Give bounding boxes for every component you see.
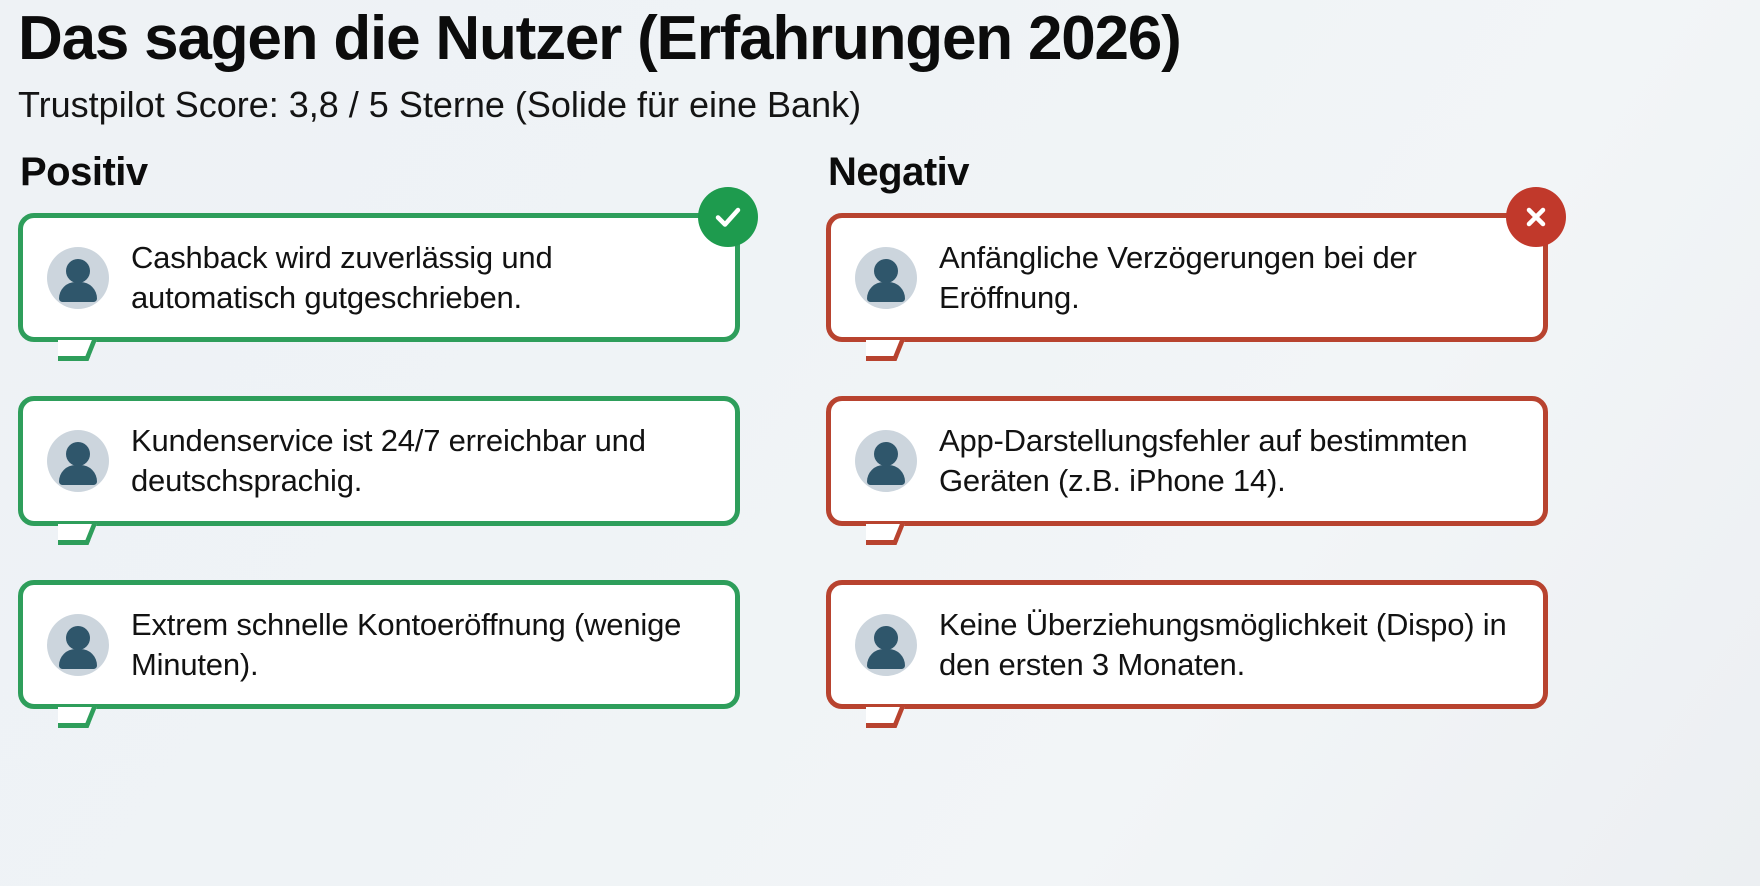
speech-tail <box>58 707 104 753</box>
page-subtitle: Trustpilot Score: 3,8 / 5 Sterne (Solide… <box>18 83 862 125</box>
page-title: Das sagen die Nutzer (Erfahrungen 2026) <box>18 4 1182 73</box>
review-text: Extrem schnelle Kontoeröffnung (wenige M… <box>131 606 682 682</box>
list-item: Kundenservice ist 24/7 erreichbar und de… <box>18 396 740 526</box>
list-item: Cashback wird zuverlässig und automatisc… <box>18 213 740 343</box>
user-avatar-icon <box>47 613 109 676</box>
review-card-wrapper: Cashback wird zuverlässig und automatisc… <box>18 187 758 343</box>
list-item: Anfängliche Verzögerungen bei der Eröffn… <box>826 213 1548 343</box>
user-avatar-icon <box>47 430 109 493</box>
review-text: App-Darstellungsfehler auf bestimmten Ge… <box>939 423 1468 499</box>
speech-tail <box>58 524 104 570</box>
column-heading-positive: Positiv <box>20 150 148 195</box>
review-text: Keine Überziehungsmöglichkeit (Dispo) in… <box>939 606 1507 682</box>
review-card-wrapper: Anfängliche Verzögerungen bei der Eröffn… <box>826 187 1566 343</box>
speech-tail <box>866 524 912 570</box>
list-item: App-Darstellungsfehler auf bestimmten Ge… <box>826 396 1548 526</box>
header: Das sagen die Nutzer (Erfahrungen 2026) … <box>18 0 1742 126</box>
list-item: Keine Überziehungsmöglichkeit (Dispo) in… <box>826 579 1548 710</box>
review-card-wrapper: Kundenservice ist 24/7 erreichbar und de… <box>18 396 740 526</box>
review-text: Anfängliche Verzögerungen bei der Eröffn… <box>939 240 1417 315</box>
speech-tail <box>58 340 104 386</box>
column-heading-negative: Negativ <box>828 150 970 195</box>
columns-container: Positiv Cashback wird zuverlässig und au… <box>18 150 1742 763</box>
review-text: Kundenservice ist 24/7 erreichbar und de… <box>131 423 646 499</box>
speech-tail <box>866 707 912 753</box>
user-avatar-icon <box>855 613 917 676</box>
review-card-wrapper: Extrem schnelle Kontoeröffnung (wenige M… <box>18 579 740 710</box>
list-item: Extrem schnelle Kontoeröffnung (wenige M… <box>18 579 740 710</box>
review-text: Cashback wird zuverlässig und automatisc… <box>131 240 553 315</box>
column-positive: Positiv Cashback wird zuverlässig und au… <box>18 150 758 763</box>
check-icon <box>698 187 758 248</box>
speech-tail <box>866 340 912 386</box>
review-card-wrapper: Keine Überziehungsmöglichkeit (Dispo) in… <box>826 579 1548 710</box>
user-avatar-icon <box>47 246 109 309</box>
cross-icon <box>1506 187 1566 248</box>
review-card-wrapper: App-Darstellungsfehler auf bestimmten Ge… <box>826 396 1548 526</box>
user-avatar-icon <box>855 430 917 493</box>
user-avatar-icon <box>855 246 917 309</box>
column-negative: Negativ Anfängliche Verzögerungen bei de… <box>826 150 1566 763</box>
